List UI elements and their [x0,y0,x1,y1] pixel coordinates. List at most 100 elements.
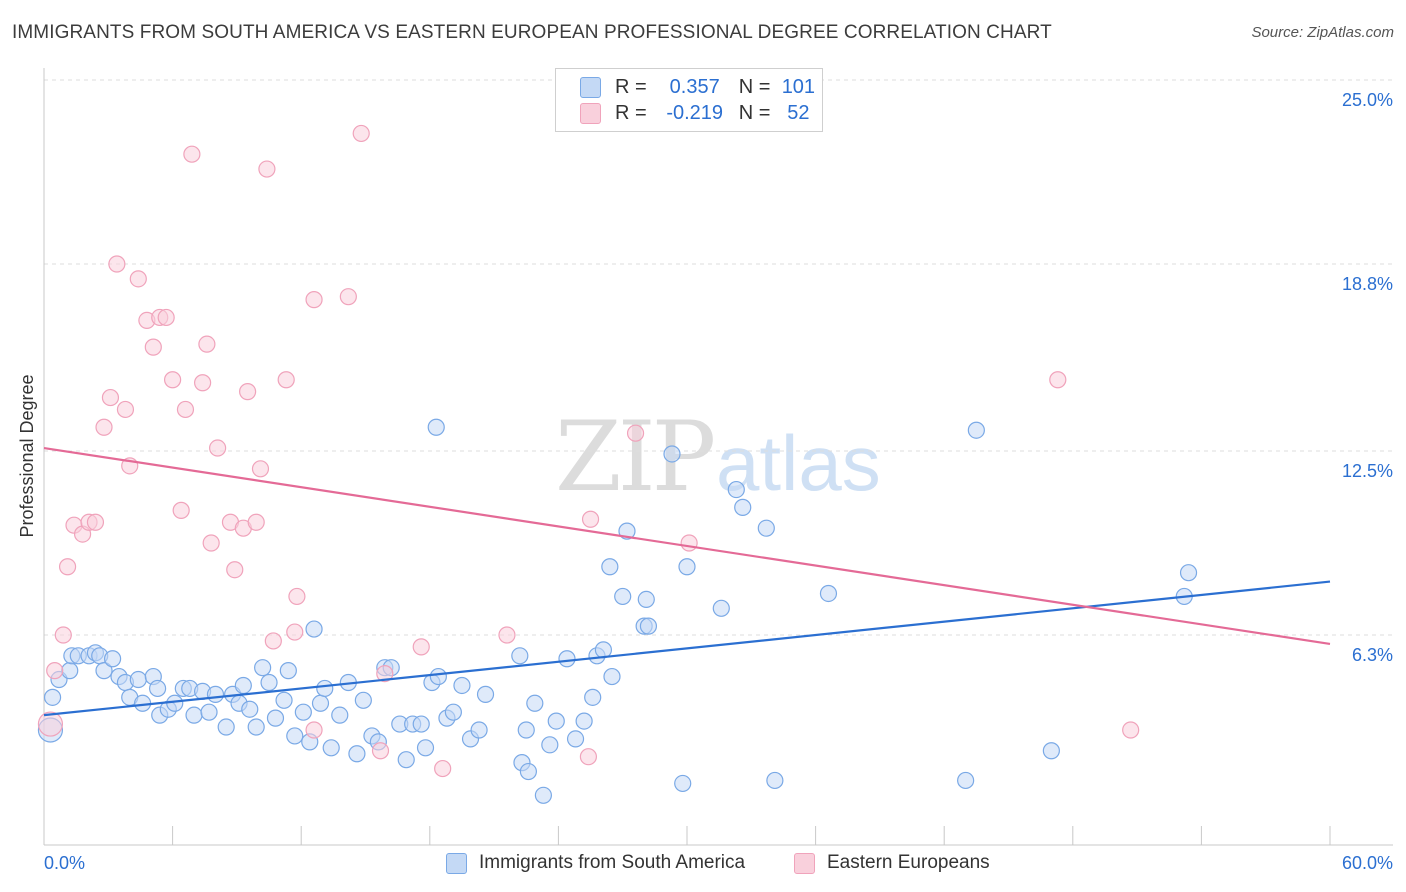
bottom-legend-label: Immigrants from South America [479,852,746,873]
data-point [429,667,447,686]
data-point [470,721,488,739]
data-point [144,338,162,356]
data-point [331,706,349,724]
data-point [239,383,257,401]
data-point [279,662,297,680]
bottom-legend-south-america: Immigrants from South America [446,852,745,874]
trend-line [43,580,1331,717]
data-point [581,510,600,528]
data-point [376,664,394,683]
data-point [43,688,62,706]
data-point [46,662,64,680]
data-point [148,679,167,698]
data-point [1122,721,1140,739]
data-point [101,388,120,407]
data-point [264,632,282,650]
data-point [311,694,330,712]
data-point [727,480,745,499]
data-point [575,712,593,730]
data-point [526,694,544,712]
bottom-legend-eastern-europeans: Eastern Europeans [794,852,990,874]
legend-row-south-america: R = 0.357 N = 101 [580,75,818,99]
data-point [541,736,559,754]
chart-source: Source: ZipAtlas.com [1251,24,1394,41]
data-point [637,590,655,609]
data-point [294,703,312,721]
data-point [277,371,295,389]
data-point [241,700,259,718]
data-point [354,691,372,709]
legend-n-value: 52 [787,101,810,124]
data-point [103,650,122,668]
data-point [316,679,334,698]
data-point [819,584,838,603]
data-point [37,711,64,737]
bottom-legend-swatch-pink [794,852,815,874]
data-point [957,771,975,790]
data-point [712,599,730,617]
data-point [1049,371,1067,389]
y-tick-label: 6.3% [1352,645,1393,665]
data-point [348,745,366,763]
data-point [626,424,645,442]
chart-title: IMMIGRANTS FROM SOUTH AMERICA VS EASTERN… [12,22,1052,43]
data-point [116,400,135,419]
legend-swatch-pink [580,102,601,124]
data-point [129,270,147,288]
bottom-legend-label: Eastern Europeans [827,852,990,873]
data-point [579,748,598,766]
data-point [967,421,985,439]
trend-lines [43,446,1331,717]
data-point [339,288,357,306]
legend-r-value: 0.357 [669,75,720,98]
data-point [226,561,244,579]
data-point [639,617,658,635]
data-point [166,694,184,712]
data-point [183,145,201,163]
legend-r-label: R = [615,101,647,124]
data-point [305,291,323,309]
data-point [198,335,216,353]
data-point [511,647,529,665]
data-point [164,371,182,389]
data-point [601,558,619,576]
y-tick-label: 12.5% [1342,461,1393,481]
data-point [397,751,415,769]
data-point [498,626,516,644]
data-point [286,623,304,641]
data-point [129,670,147,689]
data-point [251,460,270,478]
data-point [254,659,272,677]
data-point [584,688,602,706]
data-point [185,706,203,724]
legend-n-value: 101 [781,75,816,98]
data-point [86,513,105,531]
data-point [427,418,445,436]
data-point [547,712,565,730]
data-point [558,650,576,668]
legend-r-label: R = [615,75,647,98]
data-point [371,742,390,760]
data-point [678,558,696,576]
data-point [58,558,77,576]
bottom-legend-swatch-blue [446,852,467,874]
data-point [517,721,535,739]
data-point [603,667,621,686]
data-point [200,703,218,721]
legend-row-eastern-europeans: R = -0.219 N = 52 [580,101,818,125]
data-point [217,718,235,736]
legend-r-value: -0.219 [666,101,724,124]
legend-n-label: N = [738,75,771,98]
data-point [412,638,430,656]
data-point [288,587,306,606]
data-point [566,730,585,748]
data-point [1042,742,1060,760]
data-point [305,721,323,739]
data-point [206,685,225,703]
data-point [757,519,775,537]
data-point [247,718,265,736]
data-point [663,445,681,463]
x-tick-label-min: 0.0% [44,853,85,873]
legend-swatch-blue [580,76,601,98]
data-point [108,255,126,273]
